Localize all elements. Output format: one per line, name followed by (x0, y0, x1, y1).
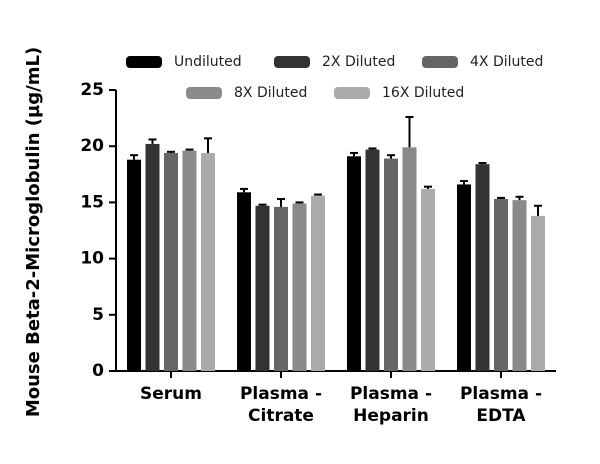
bar (201, 152, 215, 371)
bar (347, 156, 361, 371)
bar (145, 143, 160, 371)
bar (292, 203, 307, 371)
bar (274, 206, 288, 371)
legend-swatch (334, 87, 370, 99)
legend-label: 4X Diluted (470, 54, 543, 70)
x-tick-label: Serum (140, 384, 202, 404)
y-axis-label: Mouse Beta-2-Microglobulin (µg/mL) (23, 47, 44, 417)
x-tick-label: Plasma - Citrate (239, 384, 323, 426)
x-tick-label: Plasma - EDTA (459, 384, 543, 426)
bar (475, 164, 490, 371)
bar (421, 188, 435, 371)
legend-swatch (274, 56, 310, 68)
legend-swatch (186, 87, 222, 99)
legend-swatch (422, 56, 458, 68)
bar (127, 159, 141, 371)
y-tick-label: 15 (80, 192, 104, 212)
y-tick-label: 0 (92, 361, 104, 381)
y-tick-label: 10 (80, 249, 104, 269)
legend-label: 16X Diluted (382, 85, 464, 101)
legend-label: Undiluted (174, 54, 242, 70)
bar (164, 152, 178, 371)
bar (384, 158, 398, 371)
bar (365, 149, 380, 371)
bar (237, 192, 251, 371)
bar (255, 205, 270, 371)
bar (311, 195, 325, 371)
legend-label: 2X Diluted (322, 54, 395, 70)
bar (402, 147, 417, 371)
bar (512, 200, 527, 371)
y-tick-label: 5 (92, 305, 104, 325)
legend-label: 8X Diluted (234, 85, 307, 101)
bar (531, 215, 545, 371)
bar (494, 199, 508, 371)
x-tick-label: Plasma - Heparin (349, 384, 433, 426)
bar (457, 184, 471, 371)
y-tick-label: 25 (80, 80, 104, 100)
y-tick-label: 20 (80, 136, 104, 156)
legend-swatch (126, 56, 162, 68)
bar (182, 150, 197, 371)
